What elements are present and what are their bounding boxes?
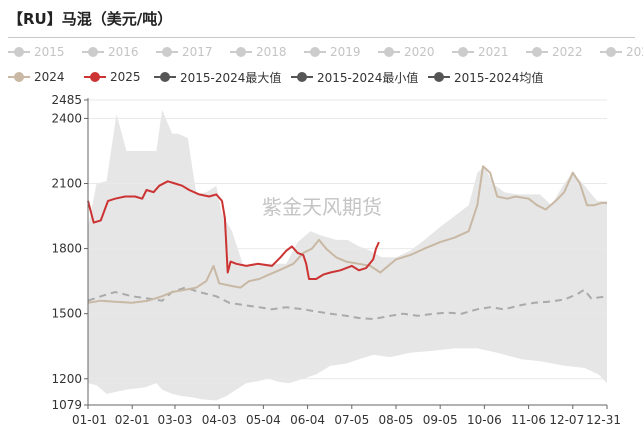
legend-marker-icon [230, 47, 252, 57]
legend-item[interactable]: 2024 [8, 67, 65, 87]
y-tick-label: 2100 [51, 177, 82, 191]
legend-marker-icon [304, 47, 326, 57]
legend-row: 2024 2025 2015-2024最大值 2015-2024最小值 2015-202… [8, 67, 638, 92]
legend-marker-icon [291, 72, 313, 82]
x-tick-label: 03-03 [158, 413, 193, 427]
y-tick-label: 1079 [51, 398, 82, 412]
legend-marker-icon [82, 47, 104, 57]
legend-label: 2015-2024最小值 [317, 70, 419, 85]
legend-item[interactable]: 2021 [452, 42, 509, 62]
legend-item[interactable]: 2015-2024最小值 [291, 67, 418, 87]
legend-label: 2020 [404, 45, 435, 59]
y-tick-label: 2400 [51, 111, 82, 125]
legend-item[interactable]: 2016 [82, 42, 139, 62]
legend-marker-icon [8, 72, 30, 82]
legend-label: 2025 [110, 70, 141, 84]
legend-label: 2023 [626, 45, 643, 59]
legend-item[interactable]: 2018 [230, 42, 287, 62]
legend-item[interactable]: 2023 [600, 42, 643, 62]
y-tick-label: 1500 [51, 307, 82, 321]
legend-item[interactable]: 2015-2024最大值 [154, 67, 281, 87]
x-tick-label: 12-07 [549, 413, 584, 427]
range-band [88, 109, 607, 401]
series-2025-line [87, 180, 380, 280]
legend-label: 2017 [182, 45, 213, 59]
x-tick-label: 02-01 [115, 413, 150, 427]
legend-row: 2015 2016 2017 2018 2019 2020 2021 2022 2023 [8, 42, 643, 67]
y-tick-label: 2485 [51, 93, 82, 107]
legend-item[interactable]: 2020 [378, 42, 435, 62]
y-tick-label: 1800 [51, 242, 82, 256]
x-tick-label: 11-06 [511, 413, 546, 427]
legend-item[interactable]: 2015-2024均值 [428, 67, 543, 87]
legend-item[interactable]: 2015 [8, 42, 65, 62]
x-tick-label: 05-04 [246, 413, 281, 427]
y-tick-label: 1200 [51, 372, 82, 386]
x-tick-label: 12-31 [586, 413, 621, 427]
watermark: 紫金天风期货 [262, 195, 382, 219]
x-tick-label: 07-05 [334, 413, 369, 427]
legend-item[interactable]: 2019 [304, 42, 361, 62]
x-tick-label: 01-01 [72, 413, 107, 427]
legend-marker-icon [156, 47, 178, 57]
x-tick-label: 08-05 [379, 413, 414, 427]
legend: 2015 2016 2017 2018 2019 2020 2021 2022 2023 2024… [8, 42, 643, 92]
x-tick-label: 06-04 [290, 413, 325, 427]
legend-marker-icon [378, 47, 400, 57]
legend-label: 2018 [256, 45, 287, 59]
title-divider [8, 37, 635, 38]
legend-label: 2015-2024均值 [454, 70, 544, 85]
legend-item[interactable]: 2017 [156, 42, 213, 62]
chart-title: 【RU】马混（美元/吨） [8, 10, 173, 28]
legend-marker-icon [8, 47, 30, 57]
legend-marker-icon [154, 72, 176, 82]
legend-label: 2019 [330, 45, 361, 59]
legend-label: 2015-2024最大值 [180, 70, 282, 85]
x-tick-label: 09-05 [423, 413, 458, 427]
series-2024-line [87, 165, 607, 304]
legend-label: 2021 [478, 45, 509, 59]
series-mean-line [87, 286, 608, 321]
legend-item[interactable]: 2022 [526, 42, 583, 62]
x-tick-label: 10-06 [467, 413, 502, 427]
legend-marker-icon [452, 47, 474, 57]
legend-marker-icon [84, 72, 106, 82]
legend-marker-icon [600, 47, 622, 57]
legend-label: 2024 [34, 70, 65, 84]
legend-item[interactable]: 2025 [84, 67, 141, 87]
legend-marker-icon [428, 72, 450, 82]
legend-label: 2022 [552, 45, 583, 59]
legend-label: 2016 [108, 45, 139, 59]
x-tick-label: 04-03 [202, 413, 237, 427]
legend-label: 2015 [34, 45, 65, 59]
legend-marker-icon [526, 47, 548, 57]
